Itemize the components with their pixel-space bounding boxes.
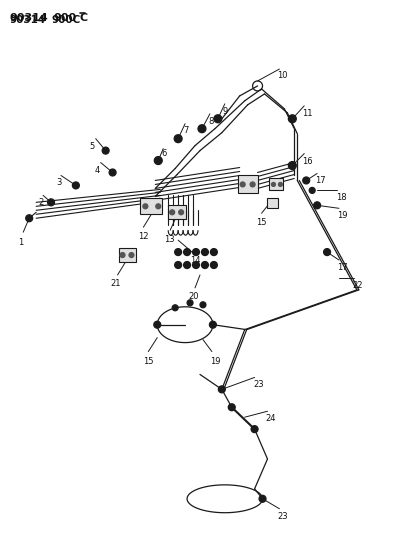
- Circle shape: [26, 215, 33, 222]
- Circle shape: [303, 177, 310, 184]
- Circle shape: [143, 204, 148, 209]
- Circle shape: [174, 248, 182, 255]
- Circle shape: [314, 202, 321, 209]
- Circle shape: [72, 182, 79, 189]
- Circle shape: [179, 210, 184, 215]
- Circle shape: [129, 253, 134, 257]
- Text: 1: 1: [18, 238, 24, 247]
- Circle shape: [214, 115, 222, 123]
- Text: 16: 16: [302, 157, 313, 166]
- Circle shape: [250, 182, 255, 187]
- Text: 7: 7: [183, 126, 189, 135]
- Text: 19: 19: [210, 357, 220, 366]
- Text: 3: 3: [56, 179, 61, 188]
- Circle shape: [193, 248, 200, 255]
- Circle shape: [278, 182, 283, 187]
- Circle shape: [184, 262, 191, 269]
- Circle shape: [109, 169, 116, 176]
- Text: 2: 2: [38, 198, 43, 207]
- Circle shape: [210, 248, 217, 255]
- Text: 10: 10: [277, 71, 288, 80]
- Circle shape: [200, 302, 206, 308]
- Text: 90314: 90314: [9, 15, 46, 25]
- Text: 13: 13: [164, 235, 175, 244]
- Circle shape: [193, 262, 200, 269]
- Text: 6: 6: [161, 149, 167, 158]
- Circle shape: [323, 248, 331, 255]
- Text: 900: 900: [53, 13, 76, 23]
- Text: 19: 19: [337, 211, 347, 220]
- Text: 18: 18: [336, 193, 347, 203]
- Circle shape: [228, 404, 235, 411]
- Bar: [140, 198, 162, 214]
- Text: 17: 17: [315, 176, 326, 185]
- Circle shape: [172, 305, 178, 311]
- Circle shape: [209, 321, 217, 328]
- Circle shape: [272, 182, 275, 187]
- Circle shape: [251, 426, 258, 433]
- Circle shape: [288, 115, 296, 123]
- Text: 17: 17: [337, 263, 348, 272]
- Text: 9: 9: [223, 107, 228, 116]
- Circle shape: [259, 495, 266, 502]
- Text: 4: 4: [95, 166, 100, 174]
- Text: 24: 24: [266, 414, 276, 423]
- Circle shape: [198, 125, 206, 133]
- Text: 8: 8: [208, 117, 213, 126]
- Circle shape: [202, 248, 208, 255]
- Circle shape: [102, 147, 109, 154]
- Circle shape: [170, 210, 174, 215]
- Text: 5: 5: [90, 142, 95, 151]
- Circle shape: [154, 157, 162, 165]
- Circle shape: [219, 386, 225, 393]
- Text: C: C: [80, 13, 88, 23]
- Bar: [119, 248, 136, 262]
- Text: 23: 23: [253, 381, 264, 390]
- Circle shape: [120, 253, 125, 257]
- Circle shape: [202, 262, 208, 269]
- Circle shape: [309, 188, 315, 193]
- Bar: [270, 179, 283, 190]
- Bar: [168, 205, 186, 219]
- Circle shape: [174, 262, 182, 269]
- Text: 14: 14: [190, 256, 200, 265]
- Circle shape: [240, 182, 245, 187]
- Circle shape: [187, 300, 193, 306]
- Text: 20: 20: [188, 292, 198, 301]
- Circle shape: [210, 262, 217, 269]
- Circle shape: [48, 199, 55, 206]
- Text: 900C: 900C: [51, 15, 80, 25]
- Text: 15: 15: [257, 218, 267, 227]
- Bar: [266, 198, 278, 208]
- Text: 11: 11: [302, 109, 313, 118]
- Text: 23: 23: [277, 512, 288, 521]
- Circle shape: [288, 161, 296, 169]
- Circle shape: [156, 204, 161, 209]
- Text: 21: 21: [110, 279, 121, 288]
- Circle shape: [154, 321, 161, 328]
- Circle shape: [174, 135, 182, 143]
- Text: 15: 15: [143, 357, 154, 366]
- Bar: [238, 175, 257, 193]
- Text: 90314: 90314: [9, 13, 48, 23]
- Text: 22: 22: [353, 281, 364, 290]
- Text: 12: 12: [138, 232, 149, 241]
- Circle shape: [184, 248, 191, 255]
